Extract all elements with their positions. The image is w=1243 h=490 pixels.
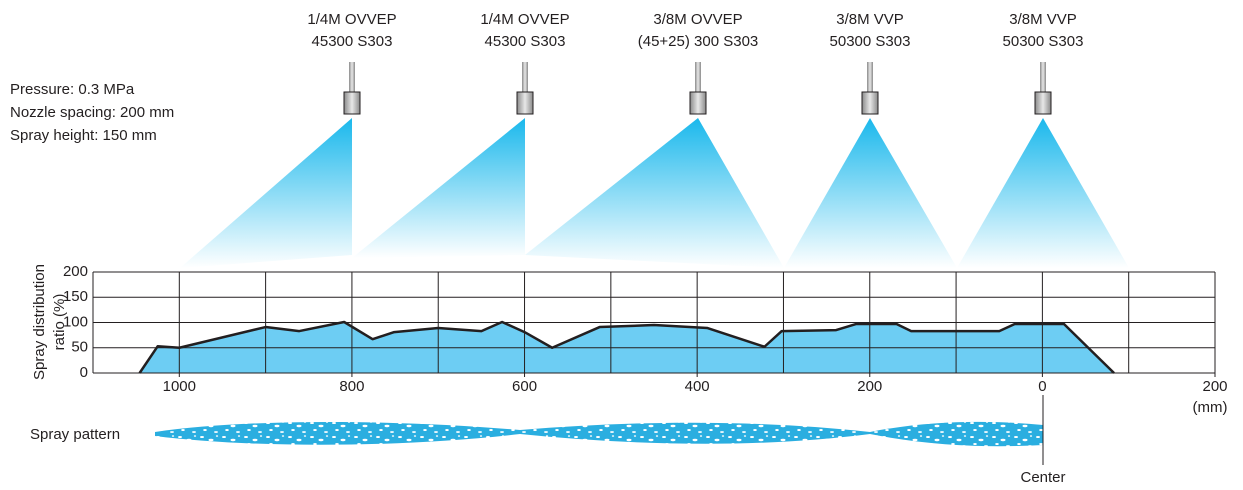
- nozzle-label: 1/4M OVVEP: [307, 11, 396, 28]
- spray-cone: [784, 118, 957, 268]
- nozzle-stem: [867, 62, 873, 92]
- x-tick-label: 200: [857, 378, 882, 395]
- spray-cone: [957, 118, 1129, 268]
- y-tick-label: 100: [63, 313, 88, 330]
- x-tick-label: 800: [339, 378, 364, 395]
- distribution-line: [138, 320, 1115, 374]
- x-tick-label: 200: [1202, 378, 1227, 395]
- nozzle-label: 3/8M OVVEP: [653, 11, 742, 28]
- condition: Nozzle spacing: 200 mm: [10, 104, 174, 121]
- nozzle-label: 45300 S303: [312, 33, 393, 50]
- nozzle-stem: [1040, 62, 1046, 92]
- nozzle-label: 3/8M VVP: [1009, 11, 1077, 28]
- nozzle-body: [516, 91, 534, 115]
- nozzle-body: [1034, 91, 1052, 115]
- nozzle-label: 3/8M VVP: [836, 11, 904, 28]
- nozzle-label: 45300 S303: [485, 33, 566, 50]
- nozzle-body: [343, 91, 361, 115]
- nozzle-body: [689, 91, 707, 115]
- nozzle-stem: [522, 62, 528, 92]
- nozzle-label: 1/4M OVVEP: [480, 11, 569, 28]
- y-tick-label: 0: [80, 364, 88, 381]
- x-tick-label: 400: [685, 378, 710, 395]
- y-axis-label: Spray distribution: [31, 264, 48, 380]
- x-tick-label: 0: [1038, 378, 1046, 395]
- spray-pattern: [155, 421, 1043, 447]
- condition: Pressure: 0.3 MPa: [10, 81, 135, 98]
- x-unit: (mm): [1193, 399, 1228, 416]
- y-tick-label: 200: [63, 263, 88, 280]
- condition: Spray height: 150 mm: [10, 127, 157, 144]
- nozzle-body: [861, 91, 879, 115]
- center-label: Center: [1020, 469, 1065, 486]
- pattern-label: Spray pattern: [30, 426, 120, 443]
- spray-cones: [180, 118, 1129, 268]
- y-axis-label: ratio (%): [51, 294, 68, 351]
- x-tick-label: 1000: [163, 378, 196, 395]
- x-tick-label: 600: [512, 378, 537, 395]
- y-tick-label: 50: [71, 339, 88, 356]
- spray-cone: [180, 118, 352, 268]
- spray-cone: [525, 118, 784, 268]
- nozzle-stem: [695, 62, 701, 92]
- nozzle-label: 50300 S303: [1003, 33, 1084, 50]
- nozzle-label: (45+25) 300 S303: [638, 33, 759, 50]
- nozzle-stem: [349, 62, 355, 92]
- spray-cone: [352, 118, 525, 258]
- nozzle-label: 50300 S303: [830, 33, 911, 50]
- y-tick-label: 150: [63, 288, 88, 305]
